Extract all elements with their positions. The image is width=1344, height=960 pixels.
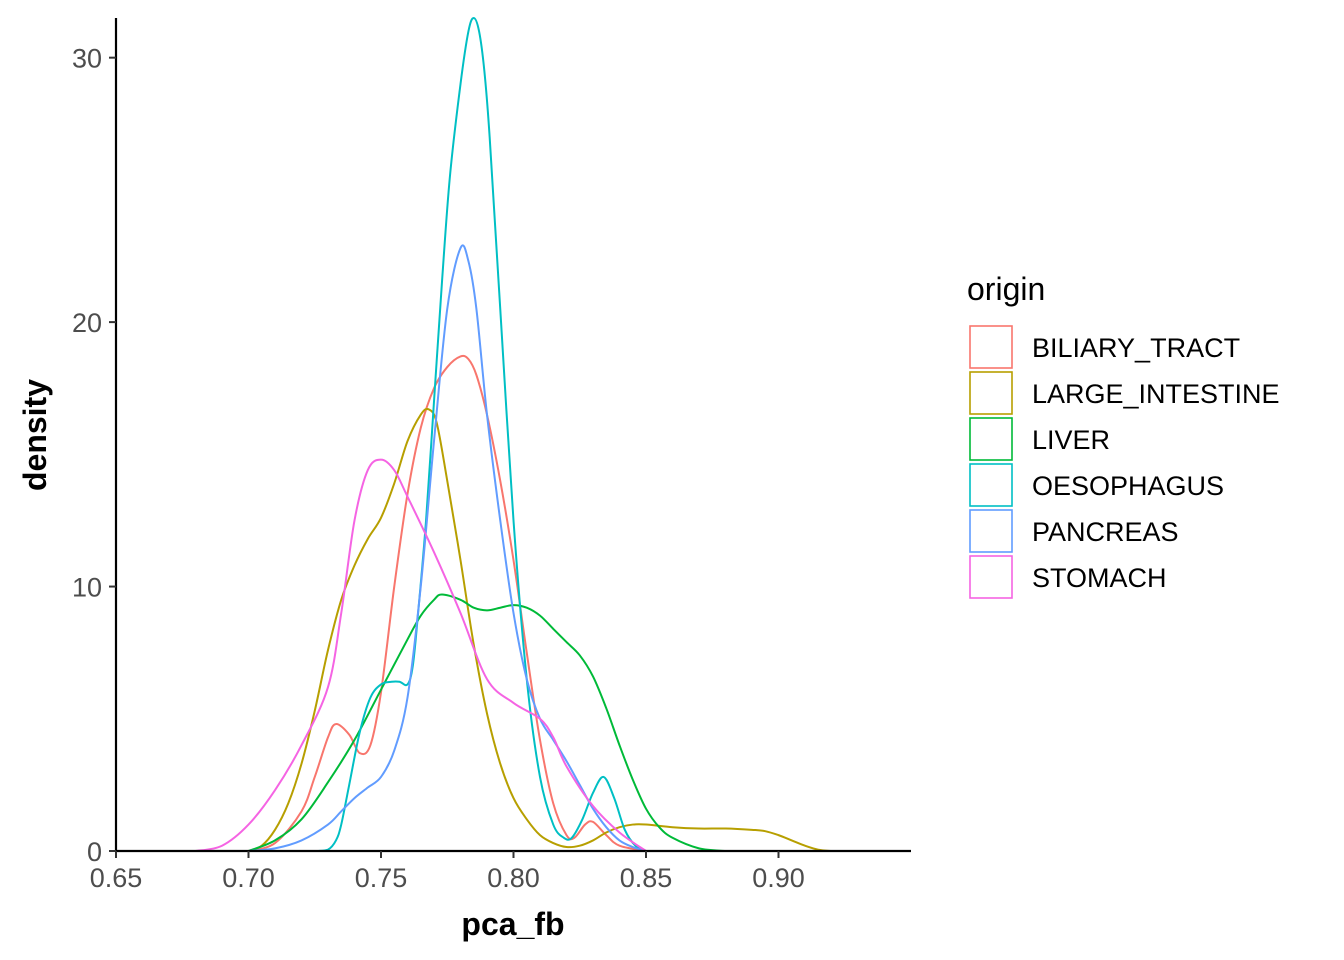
legend-key-oesophagus (969, 463, 1013, 507)
x-tick-label: 0.75 (355, 863, 408, 893)
legend-label-oesophagus: OESOPHAGUS (1032, 471, 1224, 501)
y-tick-label: 10 (72, 573, 102, 603)
y-tick-label: 0 (87, 837, 102, 867)
x-tick-label: 0.85 (620, 863, 673, 893)
y-tick-label: 30 (72, 44, 102, 74)
y-axis-ticks: 0 10 20 30 (72, 44, 116, 867)
x-axis-title: pca_fb (461, 906, 564, 942)
y-tick-label: 20 (72, 308, 102, 338)
legend-label-biliary-tract: BILIARY_TRACT (1032, 333, 1240, 363)
density-line-large-intestine (248, 407, 832, 852)
density-line-pancreas (248, 244, 647, 852)
legend-key-large-intestine (969, 371, 1013, 415)
plot-series-group (195, 17, 832, 852)
legend: origin BILIARY_TRACT LARGE_INTESTINE LIVER… (967, 271, 1280, 599)
x-tick-label: 0.90 (752, 863, 805, 893)
legend-label-liver: LIVER (1032, 425, 1110, 455)
density-line-stomach (195, 458, 647, 852)
legend-label-pancreas: PANCREAS (1032, 517, 1179, 547)
x-axis-ticks: 0.65 0.70 0.75 0.80 0.85 0.90 (90, 851, 805, 893)
legend-label-stomach: STOMACH (1032, 563, 1167, 593)
x-tick-label: 0.70 (222, 863, 275, 893)
legend-key-pancreas (969, 509, 1013, 553)
density-line-biliary-tract (248, 354, 647, 852)
density-line-oesophagus (317, 17, 647, 852)
legend-title: origin (967, 271, 1045, 307)
legend-key-biliary-tract (969, 325, 1013, 369)
y-axis-title: density (17, 379, 53, 491)
x-tick-label: 0.65 (90, 863, 143, 893)
x-tick-label: 0.80 (487, 863, 540, 893)
legend-label-large-intestine: LARGE_INTESTINE (1032, 379, 1280, 409)
density-line-liver (248, 593, 726, 852)
legend-key-stomach (969, 555, 1013, 599)
legend-key-liver (969, 417, 1013, 461)
